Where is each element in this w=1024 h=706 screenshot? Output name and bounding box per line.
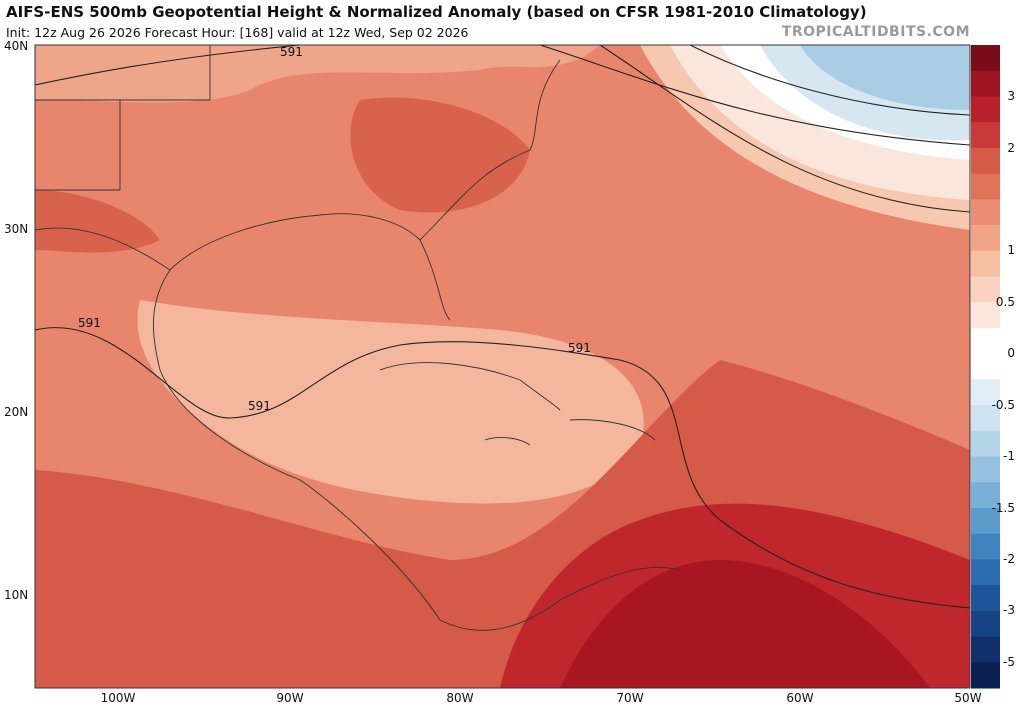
lat-label: 40N <box>4 39 28 53</box>
colorbar-label: -3 <box>1003 603 1015 617</box>
colorbar-bin <box>971 70 1000 97</box>
lon-label: 60W <box>786 691 813 705</box>
colorbar-bin <box>971 173 1000 200</box>
colorbar-bin <box>971 353 1000 380</box>
lon-label: 70W <box>616 691 643 705</box>
lon-label: 90W <box>276 691 303 705</box>
colorbar-label: -5 <box>1003 655 1015 669</box>
lat-labels: 40N 30N 20N 10N <box>4 39 28 602</box>
colorbar: 3 2 1 0.5 0 -0.5 -1 -1.5 -2 -3 -5 <box>971 45 1015 689</box>
map-subtitle: Init: 12z Aug 26 2026 Forecast Hour: [16… <box>6 25 469 40</box>
colorbar-bin <box>971 45 1000 72</box>
colorbar-bin <box>971 559 1000 586</box>
colorbar-bin <box>971 250 1000 277</box>
colorbar-label: 3 <box>1007 89 1015 103</box>
colorbar-label: -0.5 <box>992 398 1015 412</box>
contour-label: 591 <box>280 45 303 59</box>
colorbar-bin <box>971 327 1000 355</box>
lon-labels: 100W 90W 80W 70W 60W 50W <box>101 691 982 705</box>
colorbar-label: 2 <box>1007 141 1015 155</box>
colorbar-bin <box>971 662 1000 689</box>
colorbar-bin <box>971 379 1000 406</box>
colorbar-bin <box>971 430 1000 458</box>
lat-label: 30N <box>4 222 28 236</box>
colorbar-bin <box>971 302 1000 329</box>
lon-label: 50W <box>954 691 981 705</box>
colorbar-bin <box>971 147 1000 175</box>
colorbar-bin <box>971 276 1000 303</box>
contour-labels: 591 591 591 591 <box>78 45 591 413</box>
colorbar-bin <box>971 405 1000 432</box>
colorbar-label: -2 <box>1003 552 1015 566</box>
lon-label: 80W <box>446 691 473 705</box>
lat-label: 10N <box>4 588 28 602</box>
colorbar-label: 0.5 <box>996 295 1015 309</box>
contour-label: 591 <box>78 316 101 330</box>
colorbar-label: -1.5 <box>992 501 1015 515</box>
map-frame <box>34 44 971 689</box>
colorbar-label: 0 <box>1007 346 1015 360</box>
colorbar-bin <box>971 507 1000 535</box>
colorbar-bin <box>971 456 1000 483</box>
colorbar-label: 1 <box>1007 243 1015 257</box>
contour-label: 591 <box>248 399 271 413</box>
colorbar-label: -1 <box>1003 449 1015 463</box>
lon-label: 100W <box>101 691 136 705</box>
credit: TROPICALTIDBITS.COM <box>781 24 970 40</box>
colorbar-bin <box>971 636 1000 663</box>
contour-label: 591 <box>568 341 591 355</box>
colorbar-bin <box>971 96 1000 123</box>
colorbar-bin <box>971 610 1000 638</box>
colorbar-bin <box>971 122 1000 149</box>
colorbar-bin <box>971 225 1000 252</box>
colorbar-bin <box>971 585 1000 612</box>
map-field <box>35 45 970 688</box>
map-title: AIFS-ENS 500mb Geopotential Height & Nor… <box>6 3 867 21</box>
colorbar-bin <box>971 199 1000 226</box>
colorbar-bin <box>971 533 1000 560</box>
lat-label: 20N <box>4 405 28 419</box>
colorbar-bin <box>971 482 1000 509</box>
